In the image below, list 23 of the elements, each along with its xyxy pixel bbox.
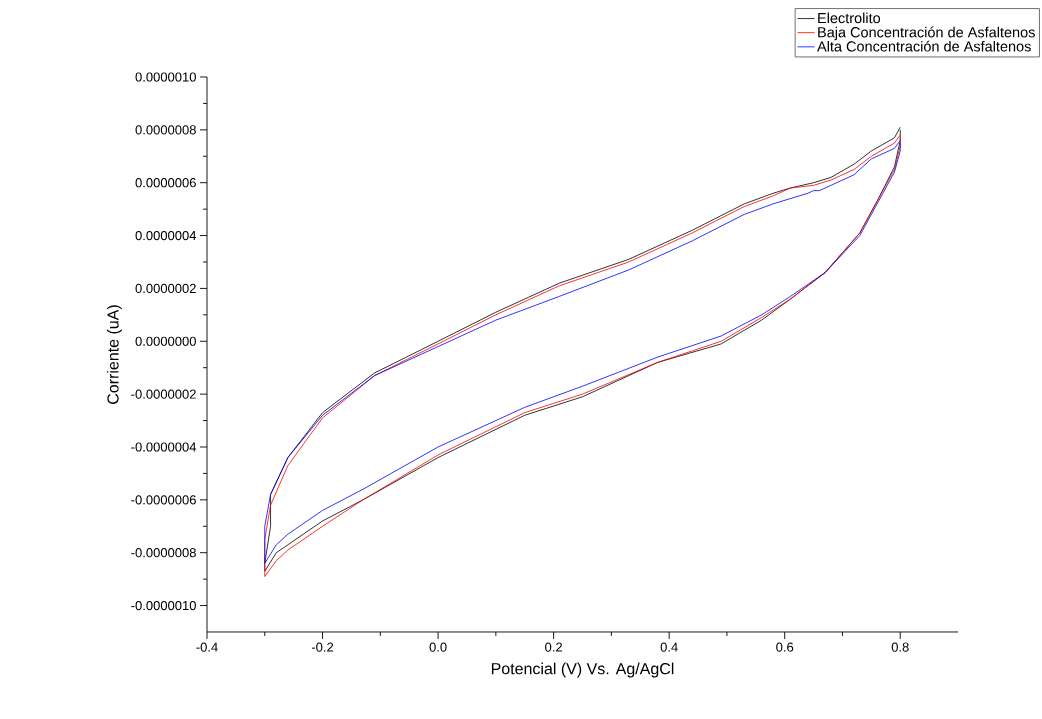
x-axis-title: Potencial (V) Vs. Ag/AgCl [491,662,674,678]
legend-label: Electrolito [818,12,881,24]
y-tick-label: -0.0000002 [131,389,196,399]
y-tick-label: 0.0000008 [135,125,196,135]
x-tick-label: -0.2 [311,642,334,652]
y-tick-label: 0.0000010 [135,72,196,82]
x-tick-label: 0.6 [776,642,794,652]
x-tick-label: 0.0 [429,642,447,652]
y-tick-label: 0.0000002 [135,283,196,294]
y-tick-label: 0.0000000 [135,336,196,346]
legend-label: Alta Concentración de Asfaltenos [817,40,1031,52]
y-tick-label: 0.0000006 [135,178,196,188]
x-tick-label: -0.4 [196,642,218,652]
y-axis-title: Corriente (uA) [106,305,122,404]
y-tick-label: -0.0000006 [131,495,196,505]
x-tick-label: 0.8 [891,642,909,652]
y-tick-label: 0.0000004 [135,230,197,241]
x-tick-label: 0.4 [660,642,678,652]
legend-label: Baja Concentración de Asfaltenos [818,26,1035,41]
y-tick-label: -0.0000008 [131,548,196,558]
x-tick-label: 0.2 [545,642,562,652]
y-tick-label: -0.0000004 [131,442,197,452]
y-tick-label: -0.0000010 [131,600,196,611]
